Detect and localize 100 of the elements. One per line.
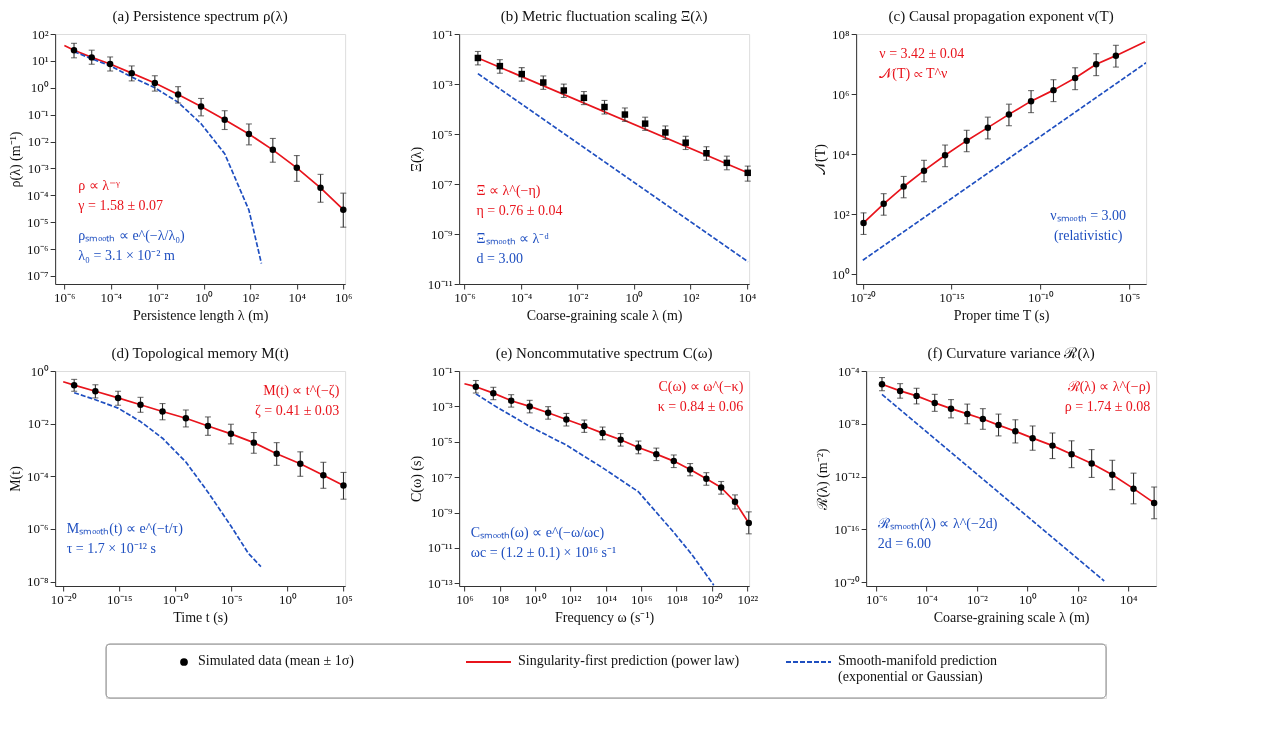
point [1050,86,1057,94]
x-tick-label: 10⁻⁵ [221,591,243,607]
y-tick-label: 10¹ [31,53,49,69]
x-tick-label: 10⁴ [738,289,757,305]
chart-title: (e) Noncommutative spectrum C(ω) [495,345,713,362]
x-axis-title: Coarse-graining scale λ (m) [933,609,1090,626]
y-tick-label: 10⁻⁹ [431,505,454,521]
y-tick-label: 10⁻³ [431,398,453,414]
point [1112,52,1120,59]
y-tick-label: 10⁻⁶ [27,521,49,537]
point [317,184,324,192]
point [744,169,751,177]
x-tick-label: 10⁻² [567,289,589,305]
annotation: Cₛₘₒₒₜₕ(ω) ∝ e^(−ω/ωc) [470,524,605,541]
point [653,450,660,458]
annotation: ζ = 0.41 ± 0.03 [254,402,340,418]
point [1071,74,1079,82]
y-tick-label: 10⁻¹ [431,26,453,42]
point [128,69,135,77]
point [174,91,182,98]
y-tick-label: 10⁻⁷ [431,176,453,192]
y-tick-label: 10⁻⁷ [431,469,453,485]
x-tick-label: 10¹⁴ [595,591,618,607]
y-tick-label: 10² [832,206,850,222]
y-tick-label: 10⁻³ [431,76,453,92]
y-tick-label: 10⁻² [27,416,49,432]
x-tick-label: 10⁻⁴ [510,289,533,305]
point [641,120,649,127]
y-tick-label: 10⁻¹² [834,469,860,485]
point [1092,61,1100,68]
point [560,87,568,94]
point [250,439,258,446]
annotation: νₛₘₒₒₜₕ = 3.00 [1050,208,1127,223]
x-tick-label: 10⁸ [491,591,510,607]
x-tick-label: 10⁻⁶ [865,591,888,607]
point [540,79,547,86]
x-axis-title: Coarse-graining scale λ (m) [526,307,683,324]
point [900,183,907,190]
annotation: γ = 1.58 ± 0.07 [77,198,164,213]
point [245,130,253,138]
x-tick-label: 10⁻⁶ [454,289,476,305]
x-tick-label: 10⁴ [1120,591,1139,607]
x-tick-label: 10⁻¹⁰ [162,591,189,607]
point [151,79,159,87]
y-tick-label: 10⁴ [832,146,851,162]
x-axis-title: Time t (s) [173,609,229,626]
annotation: ωc = (1.2 ± 0.1) × 10¹⁶ s⁻¹ [470,544,617,561]
annotation: 𝒩(T) ∝ T^ν [879,65,948,82]
annotation: ρ ∝ λ⁻ᵞ [78,178,121,193]
point [963,137,970,144]
point [320,471,327,479]
x-tick-label: 10²⁰ [701,591,724,607]
point [686,466,694,473]
point [601,103,608,111]
y-tick-label: 10⁶ [832,86,850,102]
x-tick-label: 10¹² [560,591,582,607]
legend-label: Simulated data (mean ± 1σ) [198,653,355,669]
y-tick-label: 10⁻⁸ [27,574,50,590]
x-tick-label: 10⁰ [1018,591,1037,607]
point [544,409,552,416]
chart-title: (f) Curvature variance ℛ(λ) [927,345,1095,362]
point [941,152,949,159]
x-tick-label: 10⁻²⁰ [50,591,77,607]
point [1027,97,1035,105]
y-tick-label: 10⁻² [27,134,49,150]
y-tick-label: 10⁻⁶ [27,241,49,257]
point [920,167,928,174]
point [114,394,122,402]
annotation: Ξ ∝ λ^(−η) [476,183,541,199]
x-tick-label: 10⁻⁴ [100,289,123,305]
point [340,206,347,213]
point [526,403,533,410]
annotation: η = 0.76 ± 0.04 [476,203,563,218]
x-tick-label: 10⁴ [288,289,307,305]
x-tick-label: 10⁰ [625,289,644,305]
x-tick-label: 10⁻⁴ [916,591,939,607]
point [670,457,678,465]
annotation: κ = 0.84 ± 0.06 [657,398,744,414]
x-tick-label: 10⁻² [147,289,169,305]
x-tick-label: 10⁶ [335,289,353,305]
y-tick-label: 10⁻⁴ [27,468,50,484]
point [197,103,205,110]
annotation: C(ω) ∝ ω^(−κ) [658,378,744,395]
y-tick-label: 10⁻¹ [431,363,453,379]
chart-title: (b) Metric fluctuation scaling Ξ(λ) [500,8,708,25]
y-axis-title: 𝒩(T) [812,143,829,175]
point [204,422,212,430]
point [92,388,99,395]
annotation: ρₛₘₒₒₜₕ ∝ e^(−λ/λ₀) [78,228,186,244]
point [490,389,497,397]
x-tick-label: 10⁶ [456,591,474,607]
y-tick-label: 10⁻⁹ [431,226,454,242]
x-tick-label: 10⁻¹⁰ [1027,289,1054,305]
point [621,111,629,118]
y-tick-label: 10⁰ [30,80,49,96]
y-tick-label: 10⁻⁵ [27,214,49,230]
point [293,164,301,172]
chart-title: (d) Topological memory M(t) [111,345,289,362]
y-tick-label: 10⁰ [831,266,850,282]
x-axis-title: Frequency ω (s⁻¹) [554,609,655,626]
